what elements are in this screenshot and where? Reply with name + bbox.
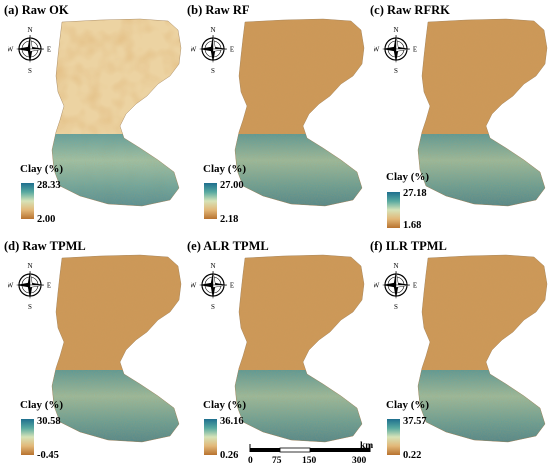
map-panel: N S W E (d) Raw TPML Clay (%) 30.58 -0.4… (0, 236, 183, 472)
compass-s: S (394, 303, 398, 310)
legend-max-value: 28.33 (37, 180, 61, 191)
compass-n: N (393, 262, 398, 270)
legend-title: Clay (%) (203, 399, 247, 411)
compass-s: S (394, 67, 398, 74)
legend-max-value: 27.00 (220, 180, 244, 191)
legend-min-value: 0.22 (403, 450, 422, 461)
map-panel: N S W E (f) ILR TPML Clay (%) 37.57 0.22 (366, 236, 549, 472)
compass-w: W (8, 46, 14, 54)
color-ramp (204, 183, 217, 219)
north-arrow-icon: N S W E (374, 262, 417, 310)
legend-title: Clay (%) (20, 163, 64, 175)
north-arrow-icon: N S W E (191, 262, 234, 310)
legend-title: Clay (%) (20, 399, 64, 411)
compass-w: W (374, 46, 380, 54)
north-arrow-icon: N S W E (374, 26, 417, 74)
panel-title: (b) Raw RF (187, 3, 250, 17)
map-panel: N S W E (b) Raw RF Clay (%) 27.00 2.18 (183, 0, 366, 236)
clay-map (51, 18, 182, 207)
legend-min-value: 2.18 (220, 214, 239, 225)
legend-max-value: 36.16 (220, 416, 244, 427)
legend-min-value: 0.26 (220, 450, 239, 461)
map-panel: N S W E (a) Raw OK Clay (%) 28.33 2.00 (0, 0, 183, 236)
color-ramp (21, 419, 34, 455)
north-arrow-icon: N S W E (191, 26, 234, 74)
legend-max-value: 37.57 (403, 416, 427, 427)
panel-title: (c) Raw RFRK (370, 3, 450, 17)
compass-s: S (211, 303, 215, 310)
scale-tick-150: 150 (302, 456, 317, 466)
compass-s: S (28, 67, 32, 74)
compass-e: E (47, 46, 51, 54)
compass-e: E (230, 46, 234, 54)
compass-n: N (210, 262, 215, 270)
scale-tick-75: 75 (272, 456, 282, 466)
north-arrow-icon: N S W E (8, 262, 51, 310)
compass-n: N (393, 26, 398, 34)
legend-min-value: 2.00 (37, 214, 56, 225)
legend-title: Clay (%) (203, 163, 247, 175)
legend-max-value: 27.18 (403, 188, 427, 199)
legend-min-value: -0.45 (37, 450, 59, 461)
legend-title: Clay (%) (386, 399, 430, 411)
color-ramp (387, 192, 400, 228)
panel-title: (e) ALR TPML (187, 239, 269, 253)
panel-title: (a) Raw OK (4, 3, 69, 17)
map-panel: N S W E (e) ALR TPML Clay (%) 36.16 0.26 (183, 236, 366, 472)
clay-map (234, 254, 365, 443)
clay-map (417, 18, 548, 207)
scale-tick-300: 300 (352, 456, 367, 466)
compass-w: W (374, 282, 380, 290)
compass-w: W (191, 46, 197, 54)
compass-s: S (28, 303, 32, 310)
compass-e: E (413, 46, 417, 54)
compass-n: N (27, 262, 32, 270)
clay-map (234, 18, 365, 207)
scale-unit: km (360, 441, 374, 451)
compass-s: S (211, 67, 215, 74)
compass-n: N (210, 26, 215, 34)
legend-min-value: 1.68 (403, 220, 422, 231)
clay-map (417, 254, 548, 443)
north-arrow-icon: N S W E (8, 26, 51, 74)
color-ramp (387, 419, 400, 455)
panel-title: (d) Raw TPML (4, 239, 86, 253)
legend-max-value: 30.58 (37, 416, 61, 427)
scale-bar: 0 75 150 300 km (248, 441, 378, 472)
compass-n: N (27, 26, 32, 34)
compass-w: W (8, 282, 14, 290)
clay-map (51, 254, 182, 443)
color-ramp (204, 419, 217, 455)
compass-e: E (413, 282, 417, 290)
compass-w: W (191, 282, 197, 290)
panel-title: (f) ILR TPML (370, 239, 447, 253)
compass-e: E (47, 282, 51, 290)
map-panel: N S W E (c) Raw RFRK Clay (%) 27.18 1.68 (366, 0, 549, 236)
compass-e: E (230, 282, 234, 290)
scale-tick-0: 0 (248, 456, 253, 466)
color-ramp (21, 183, 34, 219)
legend-title: Clay (%) (386, 171, 430, 183)
